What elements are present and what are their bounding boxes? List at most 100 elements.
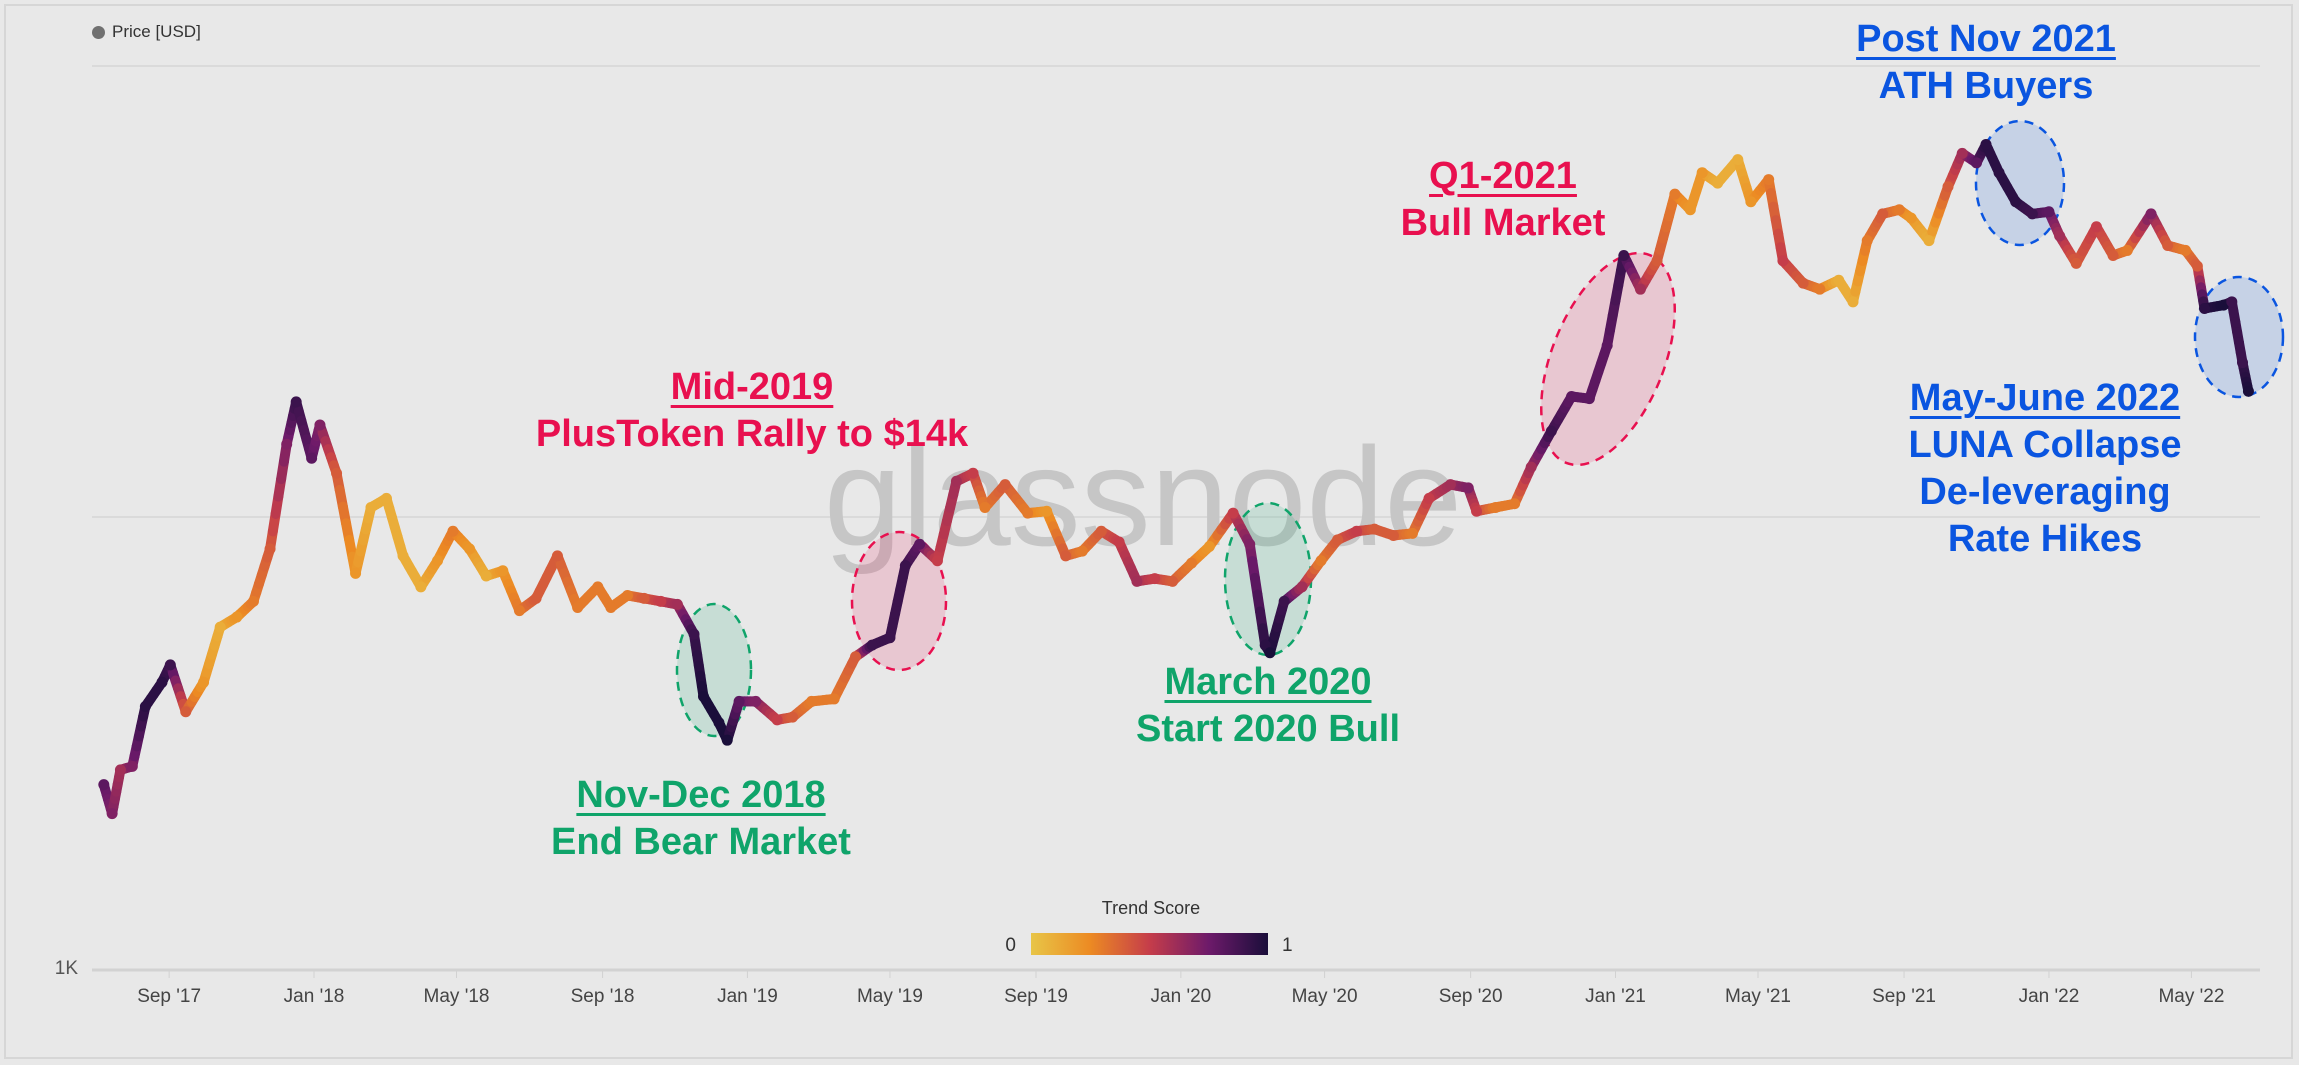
price-point bbox=[622, 589, 633, 601]
annotation-march-2020: March 2020 Start 2020 Bull bbox=[1136, 659, 1400, 753]
price-point bbox=[1745, 196, 1757, 208]
price-point bbox=[2010, 196, 2022, 208]
price-point bbox=[1847, 296, 1859, 308]
price-point bbox=[2237, 357, 2248, 369]
trend-score-colorbar: Trend Score 0 1 bbox=[1005, 898, 1292, 956]
price-point bbox=[979, 501, 991, 513]
price-point bbox=[1351, 525, 1363, 537]
price-point bbox=[1131, 575, 1143, 587]
price-point bbox=[247, 595, 259, 607]
legend-marker-icon bbox=[92, 25, 105, 39]
price-point bbox=[688, 628, 700, 640]
price-point bbox=[1905, 212, 1917, 224]
price-point bbox=[1971, 157, 1982, 169]
x-tick-label: Sep '21 bbox=[1872, 986, 1936, 1007]
price-point bbox=[1814, 283, 1826, 295]
annotation-heading: Mid-2019 bbox=[670, 366, 834, 408]
price-point bbox=[2107, 250, 2119, 262]
x-tick-label: Sep '19 bbox=[1004, 986, 1068, 1007]
price-point bbox=[2162, 239, 2174, 251]
x-tick-label: May '18 bbox=[424, 986, 490, 1007]
price-point bbox=[572, 601, 584, 613]
price-point bbox=[1712, 177, 1724, 189]
annotation-heading: Q1-2021 bbox=[1429, 155, 1577, 197]
price-point bbox=[231, 611, 243, 623]
price-point bbox=[314, 419, 326, 431]
x-tick-label: Jan '19 bbox=[717, 986, 778, 1007]
price-point bbox=[365, 501, 377, 513]
price-point bbox=[1993, 167, 2005, 179]
price-point bbox=[156, 676, 168, 688]
annotation-line: Bull Market bbox=[1400, 202, 1606, 244]
price-point bbox=[1022, 507, 1034, 519]
annotation-heading: March 2020 bbox=[1164, 661, 1372, 703]
annotation-line: ATH Buyers bbox=[1878, 65, 2094, 107]
colorbar-min-label: 0 bbox=[1005, 935, 1016, 956]
price-point bbox=[1296, 581, 1308, 593]
colorbar-gradient bbox=[1031, 933, 1268, 955]
price-point bbox=[350, 567, 362, 579]
price-point bbox=[1167, 575, 1179, 587]
price-point bbox=[1315, 555, 1327, 567]
price-point bbox=[2026, 208, 2038, 220]
price-point bbox=[464, 543, 476, 555]
price-point bbox=[1797, 277, 1809, 289]
price-point bbox=[806, 695, 818, 707]
price-point bbox=[733, 695, 745, 707]
price-point bbox=[1669, 188, 1681, 200]
price-point bbox=[1833, 274, 1845, 286]
price-point bbox=[530, 592, 542, 604]
x-tick-label: Jan '21 bbox=[1585, 986, 1646, 1007]
price-point bbox=[2043, 206, 2055, 218]
price-point bbox=[638, 592, 650, 604]
price-point bbox=[721, 734, 733, 746]
price-point bbox=[126, 760, 138, 772]
price-point bbox=[967, 467, 979, 479]
price-point bbox=[2180, 244, 2191, 256]
annotation-line: LUNA Collapse bbox=[1908, 424, 2182, 466]
price-point bbox=[2054, 230, 2066, 242]
price-point bbox=[1149, 573, 1161, 585]
highlight-ellipse-q1-2021 bbox=[1539, 251, 1677, 467]
price-point bbox=[164, 659, 176, 671]
price-point bbox=[1893, 204, 1905, 216]
price-point bbox=[281, 438, 293, 450]
price-point bbox=[698, 690, 709, 702]
colorbar-title: Trend Score bbox=[1102, 898, 1200, 918]
price-point bbox=[98, 779, 110, 791]
price-point bbox=[950, 475, 962, 487]
price-point bbox=[1387, 529, 1399, 541]
price-point bbox=[1186, 557, 1198, 569]
price-point bbox=[1861, 235, 1873, 247]
price-point bbox=[1227, 507, 1239, 519]
price-point bbox=[1203, 541, 1215, 553]
annotation-line: Start 2020 Bull bbox=[1136, 708, 1400, 750]
price-point bbox=[1651, 255, 1663, 267]
annotation-heading: May-June 2022 bbox=[1909, 377, 2181, 419]
price-point bbox=[605, 601, 617, 613]
price-point bbox=[866, 639, 878, 651]
price-point bbox=[1618, 250, 1630, 262]
price-point bbox=[306, 452, 318, 464]
x-tick-label: May '22 bbox=[2158, 986, 2224, 1007]
price-point bbox=[2226, 296, 2238, 308]
price-point bbox=[415, 581, 427, 593]
colorbar-max-label: 1 bbox=[1282, 935, 1293, 956]
price-point bbox=[1956, 147, 1968, 159]
legend[interactable]: Price [USD] bbox=[92, 22, 201, 42]
price-point bbox=[850, 651, 861, 663]
price-point bbox=[397, 550, 409, 562]
price-point bbox=[198, 676, 210, 688]
price-point bbox=[1525, 461, 1537, 473]
price-point bbox=[447, 525, 459, 537]
annotation-line: End Bear Market bbox=[551, 821, 851, 863]
annotation-line: PlusToken Rally to $14k bbox=[535, 413, 969, 455]
x-tick-label: Sep '20 bbox=[1439, 986, 1503, 1007]
annotation-heading: Post Nov 2021 bbox=[1856, 18, 2116, 60]
price-point bbox=[1877, 208, 1889, 220]
price-point bbox=[1509, 498, 1521, 510]
annotation-post-nov-2021: Post Nov 2021 ATH Buyers bbox=[1856, 16, 2116, 110]
price-point bbox=[1095, 525, 1107, 537]
price-point bbox=[1076, 545, 1088, 557]
annotation-mid-2019: Mid-2019 PlusToken Rally to $14k bbox=[536, 364, 968, 458]
